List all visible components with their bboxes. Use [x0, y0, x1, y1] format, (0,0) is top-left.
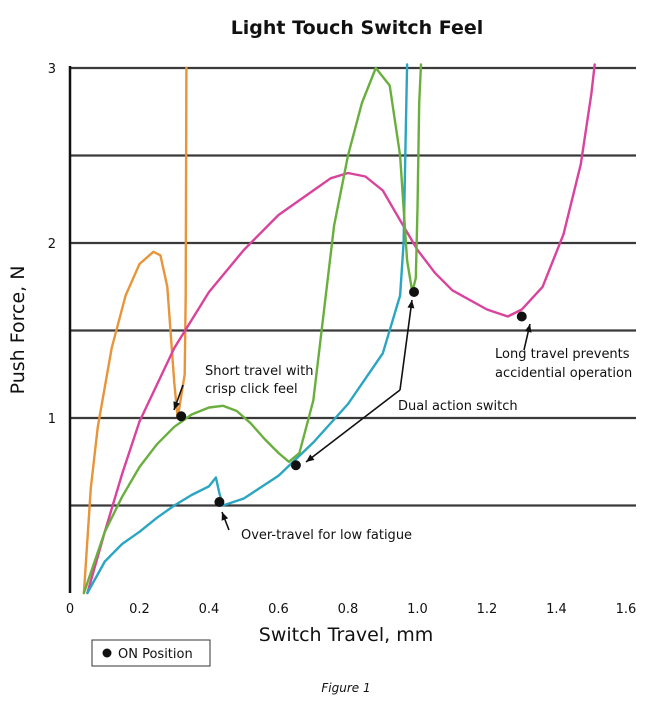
on-position-marker: [516, 311, 527, 322]
annotation-long-line2: accidential operation: [495, 366, 632, 381]
annotation-over-line1: Over-travel for low fatigue: [241, 528, 412, 543]
on-position-marker: [290, 460, 301, 471]
chart-title: Light Touch Switch Feel: [231, 17, 484, 39]
annotation-arrow-2: [399, 299, 413, 391]
annotation-dual-action: Dual action switch: [398, 399, 518, 414]
annotation-arrowhead-1: [221, 512, 229, 521]
x-tick-label: 1.6: [616, 602, 637, 617]
legend-box: [91, 639, 211, 667]
annotation-short-line2: crisp click feel: [205, 382, 298, 397]
annotation-over-travel: Over-travel for low fatigue: [241, 528, 412, 543]
x-tick-label: 0.6: [268, 602, 289, 617]
annotation-arrowhead-0: [173, 401, 181, 410]
series-lines: [82, 63, 596, 595]
x-tick-label: 1.4: [546, 602, 567, 617]
on-position-marker: [176, 411, 187, 422]
series-line-1: [86, 63, 596, 595]
x-tick-label: 0.4: [199, 602, 220, 617]
y-tick-label: 3: [48, 62, 56, 77]
annotation-arrowhead-3: [306, 454, 315, 462]
x-tick-label: 0.2: [129, 602, 150, 617]
y-axis-label: Push Force, N: [7, 266, 29, 395]
x-axis-label: Switch Travel, mm: [259, 624, 433, 646]
annotation-arrowhead-2: [407, 300, 415, 309]
annotation-short-travel: Short travel with crisp click feel: [205, 364, 313, 397]
x-tick-labels: 0 0.2 0.4 0.6 0.8 1.0 1.2 1.4 1.6: [66, 602, 636, 617]
legend: ON Position: [91, 639, 211, 667]
x-tick-label: 1.2: [477, 602, 498, 617]
x-tick-label: 0.8: [338, 602, 359, 617]
gridlines: [70, 66, 636, 507]
y-tick-label: 2: [48, 237, 56, 252]
annotation-long-travel: Long travel prevents accidential operati…: [495, 347, 632, 381]
legend-label: ON Position: [118, 647, 193, 662]
annotation-long-line1: Long travel prevents: [495, 347, 630, 362]
annotation-dual-line1: Dual action switch: [398, 399, 518, 414]
series-line-2: [86, 63, 409, 595]
x-tick-label: 1.0: [407, 602, 428, 617]
on-position-markers: [176, 287, 527, 507]
x-tick-label: 0: [66, 602, 74, 617]
annotation-short-line1: Short travel with: [205, 364, 313, 379]
y-tick-labels: 1 2 3: [48, 62, 56, 427]
y-tick-label: 1: [48, 412, 56, 427]
annotation-arrows: [173, 299, 532, 531]
annotation-arrowhead-4: [524, 324, 532, 333]
series-line-0: [82, 66, 188, 595]
series-line-3: [82, 63, 423, 595]
on-position-marker: [214, 497, 225, 507]
legend-marker: [102, 648, 112, 658]
annotation-arrow-3: [305, 389, 401, 463]
figure-caption: Figure 1: [321, 681, 370, 695]
on-position-marker: [409, 287, 420, 297]
